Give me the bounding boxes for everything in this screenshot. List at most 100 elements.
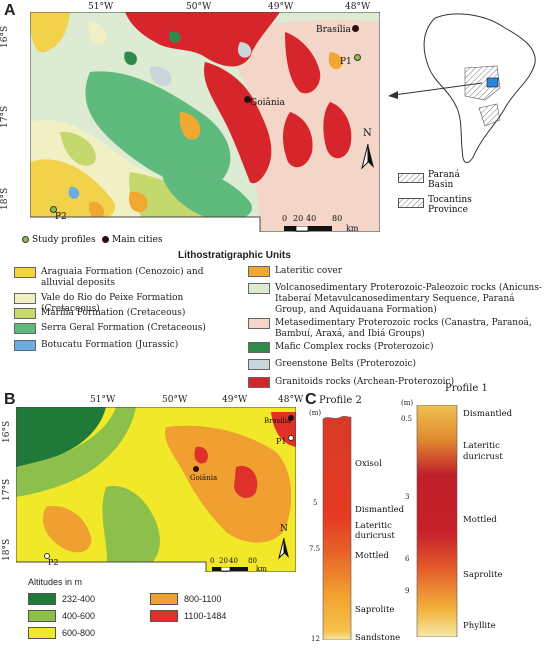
profile-2-depth: 7.5 — [309, 545, 321, 553]
city-label-goiania: Goiânia — [190, 474, 218, 482]
profile-2-horizon: Mottled — [355, 551, 389, 561]
profile-1-horizon: Lateritic duricrust — [463, 441, 503, 462]
lon-label: 48°W — [345, 2, 371, 12]
main-city-legend-icon — [102, 236, 109, 243]
lon-label: 48°W — [278, 395, 304, 405]
scale-tick: 0 — [282, 214, 288, 223]
profile-2-unit: (m) — [309, 409, 322, 417]
scale-unit: km — [256, 565, 267, 573]
legend-label: Marília Formation (Cretaceous) — [41, 308, 186, 318]
scale-tick: 20 — [219, 557, 228, 565]
study-profile-legend-icon — [22, 236, 29, 243]
lon-label: 50°W — [186, 2, 212, 12]
legend-label: Greenstone Belts (Proterozoic) — [275, 359, 417, 369]
litho-item-greenstone: Greenstone Belts (Proterozoic) — [248, 359, 543, 370]
altitude-swatch — [28, 593, 56, 605]
legend-label: Lateritic cover — [275, 266, 343, 276]
panel-a-letter: A — [4, 2, 16, 19]
altitude-swatch — [28, 610, 56, 622]
tocantins-province-swatch — [398, 198, 424, 208]
profile-1-depth: 9 — [405, 587, 410, 595]
lat-label: 18°S — [0, 187, 10, 210]
profile-1-column — [416, 405, 458, 637]
altitude-label: 1100-1484 — [184, 611, 227, 621]
altitude-class: 400-600 — [28, 610, 95, 622]
profile-2-horizon: Oxisol — [355, 459, 382, 469]
legend-swatch — [248, 283, 270, 294]
litho-item-volcanosedimentary: Volcanosedimentary Proterozoic-Paleozoic… — [248, 283, 543, 316]
city-label-brasilia: Brasília — [316, 25, 351, 35]
profile-1-depth: 3 — [405, 493, 410, 501]
profile-2-title: Profile 2 — [319, 395, 362, 406]
legend-swatch — [14, 323, 36, 334]
lat-label: 16°S — [0, 25, 10, 48]
profile-1-horizon: Dismantled — [463, 409, 513, 419]
profile-marker-p2 — [50, 206, 57, 213]
scale-bar — [212, 567, 248, 572]
profile-marker-p1 — [288, 435, 294, 441]
panel-a: A 51°W 50°W 49°W 48°W 16°S 17°S 18°S Bra… — [0, 0, 550, 250]
legend-label: Araguaia Formation (Cenozoic) and alluvi… — [41, 267, 204, 288]
profile-2-column — [322, 415, 352, 640]
lon-label: 49°W — [222, 395, 248, 405]
north-label: N — [280, 524, 288, 534]
legend-swatch — [14, 293, 36, 304]
inset-pointer-arrow — [388, 82, 483, 99]
city-label-goiania: Goiânia — [250, 98, 285, 108]
scale-tick: 40 — [306, 214, 317, 223]
scale-unit: km — [346, 224, 359, 233]
study-profiles-legend-label: Study profiles — [32, 235, 96, 245]
legend-label: Vale do Rio do Peixe Formation (Cretaceo… — [41, 293, 184, 314]
profile-label-p1: P1 — [276, 437, 287, 446]
city-marker-goiania — [193, 466, 199, 472]
profile-1-unit: (m) — [401, 399, 414, 407]
city-marker-goiania — [244, 96, 251, 103]
lat-label: 18°S — [2, 538, 12, 561]
legend-swatch — [14, 267, 36, 278]
city-marker-brasilia — [288, 415, 294, 421]
litho-item-botucatu: Botucatu Formation (Jurassic) — [14, 340, 239, 351]
altitude-label: 232-400 — [62, 594, 96, 604]
legend-swatch — [14, 308, 36, 319]
litho-item-serra-geral: Serra Geral Formation (Cretaceous) — [14, 323, 239, 334]
profile-marker-p1 — [354, 54, 361, 61]
legend-label: Serra Geral Formation (Cretaceous) — [41, 323, 206, 333]
profile-2-horizon: Lateritic duricrust — [355, 521, 395, 541]
altitude-label: 400-600 — [62, 611, 96, 621]
litho-item-lateritic-cover: Lateritic cover — [248, 266, 543, 277]
north-arrow-icon — [361, 143, 374, 170]
legend-swatch — [248, 318, 270, 329]
profile-2-depth: 5 — [313, 499, 318, 507]
litho-item-araguaia: Araguaia Formation (Cenozoic) and alluvi… — [14, 267, 239, 289]
legend-swatch — [248, 266, 270, 277]
scale-tick: 0 — [210, 557, 215, 565]
litho-item-vale-rio-peixe: Vale do Rio do Peixe Formation (Cretaceo… — [14, 293, 239, 315]
scale-tick: 80 — [332, 214, 343, 223]
panel-b-letter: B — [4, 391, 16, 408]
altitude-label: 800-1100 — [184, 594, 222, 604]
legend-swatch — [248, 377, 270, 388]
litho-legend-title: Lithostratigraphic Units — [178, 250, 291, 261]
scale-tick: 80 — [248, 557, 257, 565]
lon-label: 51°W — [88, 2, 114, 12]
tocantins-province-label: Tocantins Province — [428, 195, 472, 215]
legend-label: Mafic Complex rocks (Proterozoic) — [275, 342, 434, 352]
altitude-class: 600-800 — [28, 627, 95, 639]
profile-2-horizon: Dismantled — [355, 505, 405, 515]
lon-label: 51°W — [90, 395, 116, 405]
profile-label-p2: P2 — [48, 558, 59, 567]
lon-label: 50°W — [162, 395, 188, 405]
scale-bar — [284, 226, 332, 232]
parana-basin-swatch — [398, 173, 424, 183]
profile-label-p2: P2 — [55, 212, 67, 222]
panel-c-letter: C — [305, 391, 317, 408]
altitude-class: 1100-1484 — [150, 610, 226, 622]
profile-2-horizon: Sandstone — [355, 633, 401, 643]
altitude-class: 232-400 — [28, 593, 95, 605]
altitude-legend-title: Altitudes in m — [28, 577, 83, 587]
profile-1-title: Profile 1 — [445, 383, 488, 394]
city-label-brasilia: Brasília — [264, 417, 292, 425]
altitude-swatch — [150, 593, 178, 605]
profile-marker-p2 — [44, 553, 50, 559]
legend-label: Metasedimentary Proterozoic rocks (Canas… — [275, 318, 532, 339]
